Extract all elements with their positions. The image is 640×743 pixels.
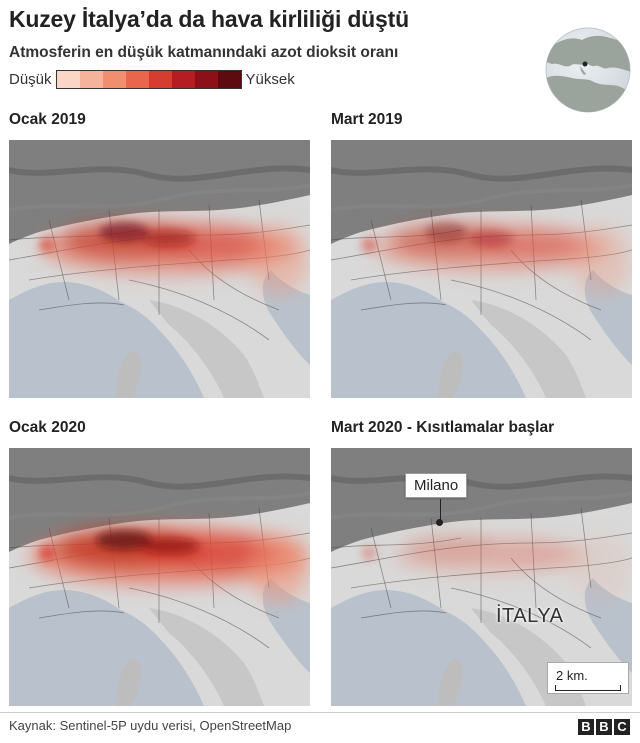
legend-high-label: Yüksek	[245, 70, 295, 88]
panel-label-mar-2020: Mart 2020 - Kısıtlamalar başlar	[331, 419, 555, 436]
legend-swatch	[125, 70, 149, 88]
legend-swatch	[102, 70, 126, 88]
location-marker-icon	[582, 61, 588, 67]
chart-title: Kuzey İtalya’da da hava kirliliği düştü	[9, 6, 409, 32]
map-panel-jan-2019	[9, 140, 310, 398]
legend-low-label: Düşük	[9, 70, 52, 88]
country-label: İTALYA	[496, 605, 564, 627]
legend-swatch	[194, 70, 218, 88]
legend-swatch	[217, 70, 241, 88]
color-legend: Düşük Yüksek	[9, 67, 295, 91]
legend-swatch	[56, 70, 80, 88]
scale-bar: 2 km.	[547, 662, 629, 694]
footer-divider	[0, 712, 640, 713]
city-label-milano: Milano	[405, 473, 468, 498]
legend-swatch	[79, 70, 103, 88]
city-marker-icon	[436, 519, 443, 526]
chart-subtitle: Atmosferin en düşük katmanındaki azot di…	[9, 44, 399, 61]
callout-leader-line	[440, 499, 441, 522]
legend-color-bar	[55, 69, 242, 89]
scale-label: 2 km.	[556, 668, 588, 683]
legend-swatch	[148, 70, 172, 88]
bbc-logo: B B C	[578, 719, 630, 735]
panel-label-jan-2019: Ocak 2019	[9, 111, 86, 128]
legend-swatch	[171, 70, 195, 88]
scale-line	[555, 685, 621, 691]
logo-letter: C	[614, 719, 630, 735]
map-panel-jan-2020	[9, 448, 310, 706]
logo-letter: B	[596, 719, 612, 735]
map-panel-mar-2019	[331, 140, 632, 398]
panel-label-jan-2020: Ocak 2020	[9, 419, 86, 436]
source-credit: Kaynak: Sentinel-5P uydu verisi, OpenStr…	[9, 718, 292, 733]
panel-label-mar-2019: Mart 2019	[331, 111, 403, 128]
locator-globe	[545, 27, 631, 113]
logo-letter: B	[578, 719, 594, 735]
